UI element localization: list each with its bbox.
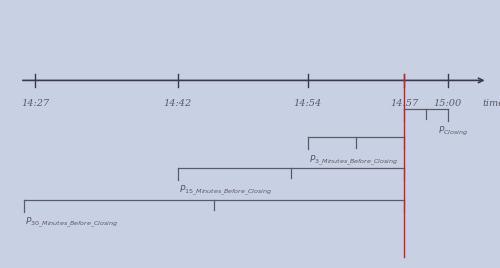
Text: $P_{Closing}$: $P_{Closing}$: [438, 125, 468, 138]
Text: time: time: [482, 99, 500, 108]
Text: 14:54: 14:54: [294, 99, 322, 108]
Text: $P_{30\_Minutes\_Before\_Closing}$: $P_{30\_Minutes\_Before\_Closing}$: [25, 216, 118, 230]
Text: 15:00: 15:00: [434, 99, 462, 108]
Text: 14:42: 14:42: [164, 99, 192, 108]
Text: $P_{15\_Minutes\_Before\_Closing}$: $P_{15\_Minutes\_Before\_Closing}$: [179, 184, 272, 198]
Text: 14:27: 14:27: [21, 99, 49, 108]
Text: $P_{3\_Minutes\_Before\_Closing}$: $P_{3\_Minutes\_Before\_Closing}$: [309, 153, 398, 168]
Text: 14:57: 14:57: [390, 99, 418, 108]
